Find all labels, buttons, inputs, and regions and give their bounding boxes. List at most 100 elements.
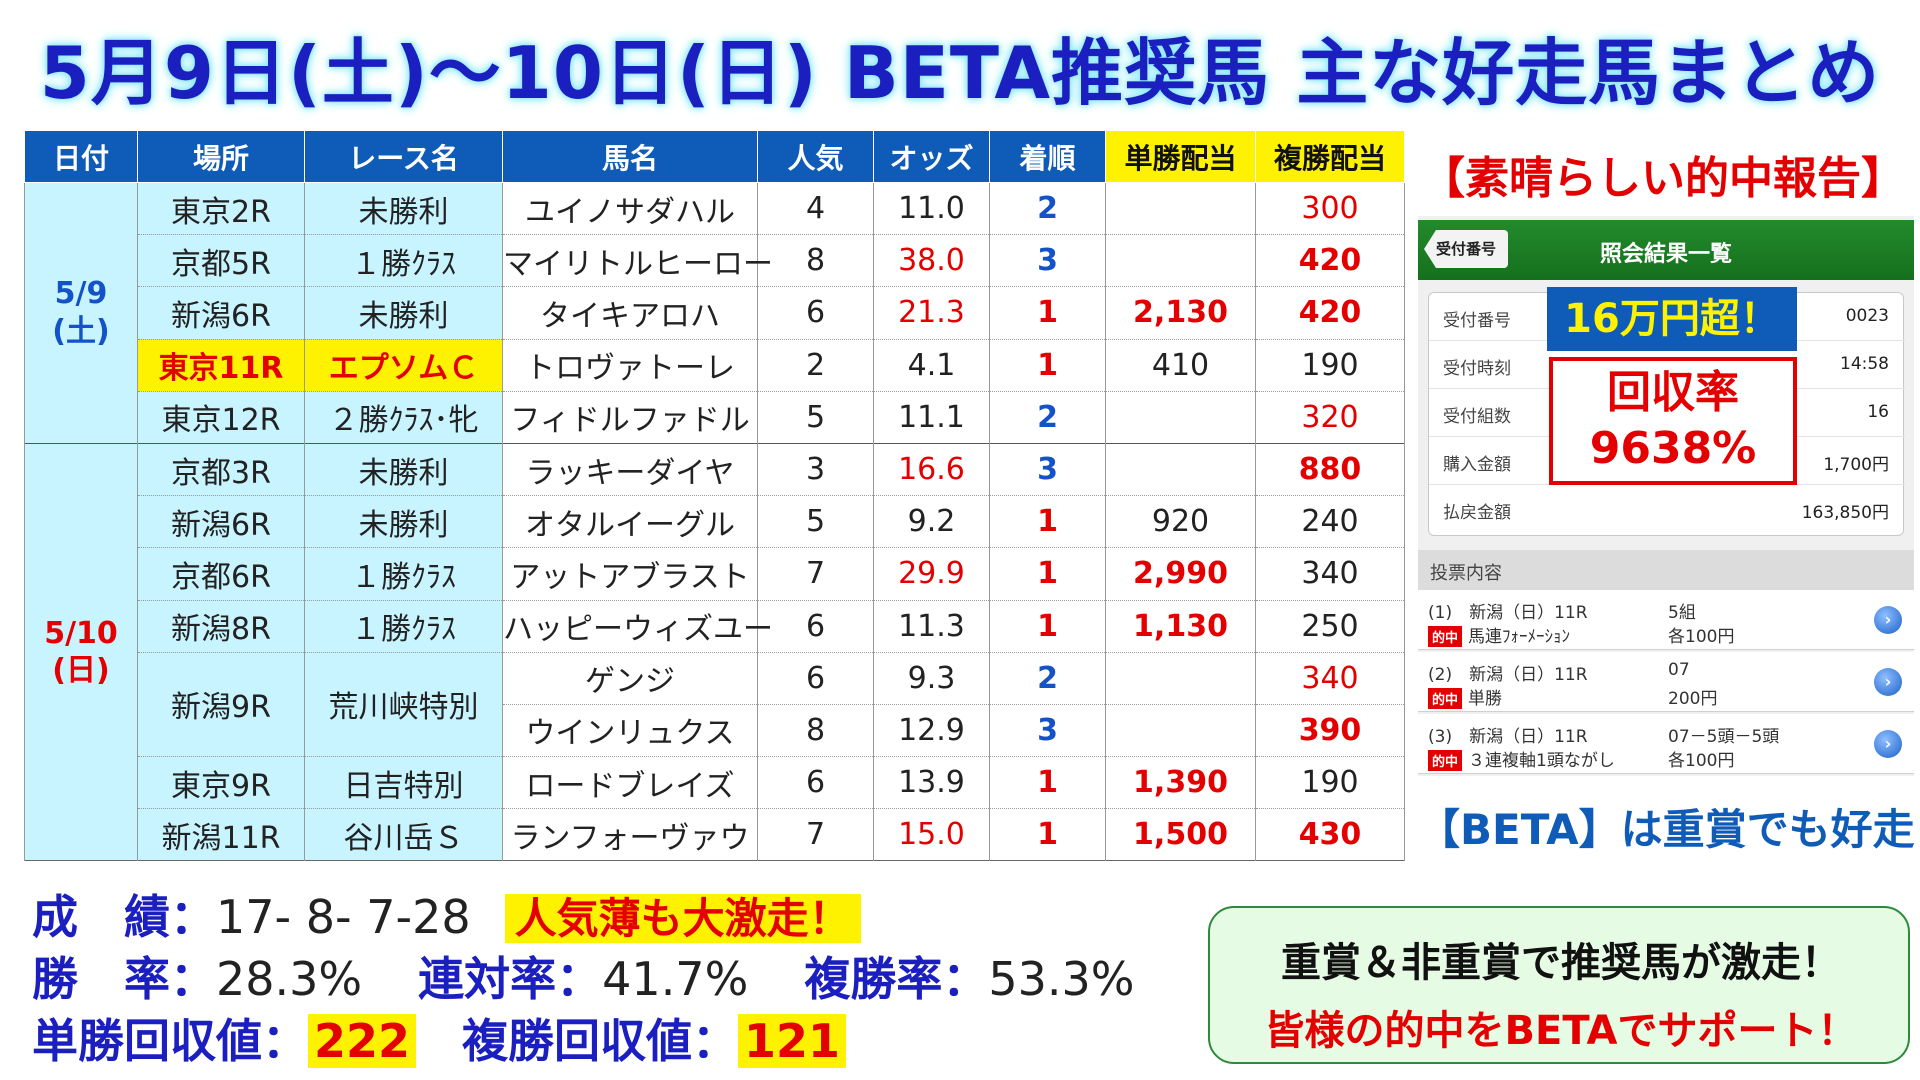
- receipt-summary-card: 受付番号 0023 受付時刻 14:58 受付組数 16 購入金額 1,700円…: [1428, 287, 1905, 536]
- bet-item[interactable]: (1) 新潟（日）11R 的中 馬連ﾌｫｰﾒｰｼｮﾝ 5組 各100円 ›: [1418, 590, 1914, 650]
- receipt-row-label: 払戻金額: [1443, 503, 1511, 523]
- rank-cell: 2: [989, 391, 1106, 444]
- horse-cell: トロヴァトーレ: [502, 339, 758, 392]
- col-header-show-payout: 複勝配当: [1255, 130, 1405, 183]
- receipt-screenshot: 受付番号 照会結果一覧 受付番号 0023 受付時刻 14:58 受付組数 16…: [1418, 216, 1914, 776]
- win-payout-cell: 1,500: [1105, 808, 1256, 862]
- rank-cell: 1: [989, 495, 1106, 549]
- odds-cell: 11.3: [873, 600, 990, 653]
- record-line: 成 績：17- 8- 7-28 人気薄も大激走！: [32, 886, 861, 948]
- popularity-cell: 8: [757, 234, 874, 288]
- day-cell: 5/9 (土): [24, 182, 138, 444]
- receipt-header: 受付番号 照会結果一覧: [1418, 220, 1914, 280]
- bet-item[interactable]: (2) 新潟（日）11R 的中 単勝 07 200円 ›: [1418, 652, 1914, 712]
- chevron-right-icon[interactable]: ›: [1874, 606, 1902, 634]
- show-return-label: 複勝回収値：: [462, 1014, 739, 1068]
- rank-cell: 2: [989, 182, 1106, 236]
- table-row: 新潟6R 未勝利 オタルイーグル 5 9.2 1 920 240: [25, 495, 1405, 549]
- horse-cell: フィドルファドル: [502, 391, 758, 444]
- horse-cell: マイリトルヒーロー: [502, 234, 773, 288]
- place-cell: 新潟6R: [137, 495, 305, 549]
- bet-type: 単勝: [1468, 689, 1503, 709]
- rank-cell: 3: [989, 442, 1106, 497]
- chevron-right-icon[interactable]: ›: [1874, 668, 1902, 696]
- table-row: 京都5R １勝ｸﾗｽ マイリトルヒーロー 8 38.0 3 420: [25, 234, 1405, 288]
- receipt-row: 払戻金額 163,850円: [1429, 485, 1905, 533]
- show-payout-cell: 340: [1255, 547, 1405, 601]
- place-cell: 東京2R: [137, 182, 305, 236]
- odds-cell: 12.9: [873, 704, 990, 758]
- bet-selection: 07－5頭－5頭: [1668, 727, 1780, 747]
- bet-amount: 200円: [1668, 689, 1718, 709]
- win-payout-cell: [1105, 391, 1256, 444]
- beta-note: 【BETA】は重賞でも好走！: [1418, 805, 1920, 854]
- popularity-cell: 8: [757, 704, 874, 758]
- place-cell: 新潟8R: [137, 600, 305, 653]
- bet-race: (2) 新潟（日）11R: [1428, 665, 1588, 685]
- col-header-race: レース名: [304, 130, 503, 183]
- win-return-value: 222: [308, 1014, 417, 1068]
- page-title: 5月9日(土)～10日(日) BETA推奨馬 主な好走馬まとめ: [39, 31, 1881, 115]
- col-header-place: 場所: [137, 130, 305, 183]
- popularity-cell: 2: [757, 339, 874, 392]
- receipt-row-value: 163,850円: [1801, 503, 1889, 523]
- race-cell: 荒川峡特別: [304, 652, 503, 758]
- race-cell: １勝ｸﾗｽ: [304, 234, 503, 288]
- col-header-horse: 馬名: [502, 130, 758, 183]
- race-cell: 谷川岳Ｓ: [304, 808, 503, 862]
- rank-cell: 1: [989, 339, 1106, 392]
- promo-line-1: 重賞＆非重賞で推奨馬が激走！: [1281, 940, 1841, 986]
- odds-cell: 13.9: [873, 756, 990, 810]
- win-payout-cell: [1105, 442, 1256, 497]
- bet-type: 馬連ﾌｫｰﾒｰｼｮﾝ: [1468, 627, 1571, 647]
- bet-type: ３連複軸1頭ながし: [1468, 751, 1615, 771]
- odds-cell: 11.1: [873, 391, 990, 444]
- bet-item[interactable]: (3) 新潟（日）11R 的中 ３連複軸1頭ながし 07－5頭－5頭 各100円 …: [1418, 714, 1914, 774]
- chevron-right-icon[interactable]: ›: [1874, 730, 1902, 758]
- place-cell: 新潟6R: [137, 286, 305, 340]
- receipt-row-value: 14:58: [1840, 354, 1889, 374]
- quinella-rate-value: 41.7%: [602, 952, 749, 1006]
- payout-amount-badge: 16万円超！: [1547, 287, 1797, 351]
- rank-cell: 1: [989, 756, 1106, 810]
- odds-cell: 4.1: [873, 339, 990, 392]
- race-cell: 未勝利: [304, 286, 503, 340]
- odds-cell: 16.6: [873, 442, 990, 497]
- win-rate-value: 28.3%: [216, 952, 363, 1006]
- rank-cell: 2: [989, 652, 1106, 705]
- popularity-cell: 7: [757, 547, 874, 601]
- odds-cell: 38.0: [873, 234, 990, 288]
- popularity-cell: 6: [757, 652, 874, 705]
- win-return-label: 単勝回収値：: [32, 1014, 308, 1068]
- place-cell: 東京11R: [137, 339, 305, 392]
- bet-race: (1) 新潟（日）11R: [1428, 603, 1588, 623]
- show-payout-cell: 340: [1255, 652, 1405, 705]
- popularity-cell: 7: [757, 808, 874, 862]
- bet-race: (3) 新潟（日）11R: [1428, 727, 1588, 747]
- horse-cell: ランフォーヴァウ: [502, 808, 758, 862]
- col-header-date: 日付: [24, 130, 138, 183]
- odds-cell: 11.0: [873, 182, 990, 236]
- bet-amount: 各100円: [1668, 751, 1735, 771]
- table-row: 5/10 (日) 京都3R 未勝利 ラッキーダイヤ 3 16.6 3 880: [24, 442, 1405, 862]
- place-cell: 新潟11R: [137, 808, 305, 862]
- record-alert: 人気薄も大激走！: [504, 894, 861, 943]
- hit-badge: 的中: [1428, 626, 1463, 647]
- popularity-cell: 3: [757, 442, 874, 497]
- show-payout-cell: 880: [1255, 442, 1405, 497]
- popularity-cell: 6: [757, 756, 874, 810]
- report-title: 【素晴らしい的中報告】: [1421, 153, 1905, 204]
- place-cell: 京都5R: [137, 234, 305, 288]
- race-cell: １勝ｸﾗｽ: [304, 547, 503, 601]
- promo-box: 重賞＆非重賞で推奨馬が激走！ 皆様の的中をBETAでサポート！: [1208, 906, 1910, 1064]
- popularity-cell: 5: [757, 391, 874, 444]
- quinella-rate-label: 連対率：: [418, 952, 603, 1006]
- show-payout-cell: 420: [1255, 286, 1405, 340]
- col-header-rank: 着順: [989, 130, 1106, 183]
- back-button[interactable]: 受付番号: [1424, 230, 1508, 268]
- win-payout-cell: 2,130: [1105, 286, 1256, 340]
- place-cell: 東京12R: [137, 391, 305, 444]
- horse-cell: ラッキーダイヤ: [502, 442, 758, 497]
- popularity-cell: 6: [757, 286, 874, 340]
- receipt-row-label: 受付時刻: [1443, 359, 1511, 379]
